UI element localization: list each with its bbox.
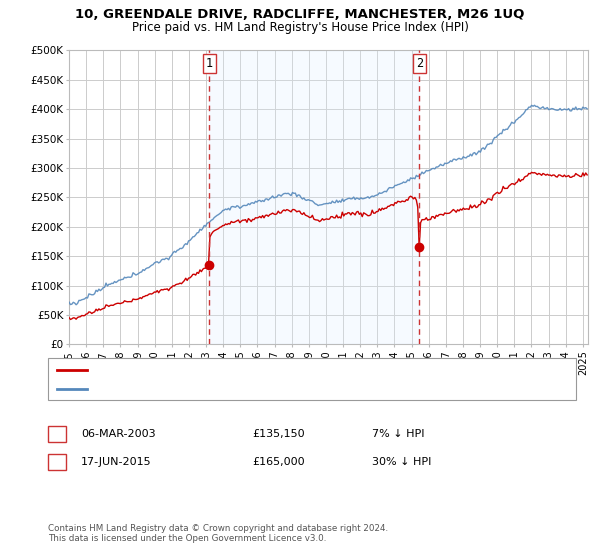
Text: HPI: Average price, detached house, Bury: HPI: Average price, detached house, Bury (93, 384, 301, 394)
Bar (209, 50, 419, 344)
Text: 1: 1 (53, 427, 61, 441)
Text: 1: 1 (206, 57, 212, 70)
Text: 2: 2 (416, 57, 423, 70)
Text: Contains HM Land Registry data © Crown copyright and database right 2024.
This d: Contains HM Land Registry data © Crown c… (48, 524, 388, 543)
Text: 7% ↓ HPI: 7% ↓ HPI (372, 429, 425, 439)
Text: £165,000: £165,000 (252, 457, 305, 467)
Text: 17-JUN-2015: 17-JUN-2015 (81, 457, 152, 467)
Text: 10, GREENDALE DRIVE, RADCLIFFE, MANCHESTER, M26 1UQ: 10, GREENDALE DRIVE, RADCLIFFE, MANCHEST… (76, 8, 524, 21)
Text: 10, GREENDALE DRIVE, RADCLIFFE, MANCHESTER, M26 1UQ (detached house): 10, GREENDALE DRIVE, RADCLIFFE, MANCHEST… (93, 365, 485, 375)
Text: 06-MAR-2003: 06-MAR-2003 (81, 429, 155, 439)
Text: 2: 2 (53, 455, 61, 469)
Text: 30% ↓ HPI: 30% ↓ HPI (372, 457, 431, 467)
Text: £135,150: £135,150 (252, 429, 305, 439)
Text: Price paid vs. HM Land Registry's House Price Index (HPI): Price paid vs. HM Land Registry's House … (131, 21, 469, 34)
